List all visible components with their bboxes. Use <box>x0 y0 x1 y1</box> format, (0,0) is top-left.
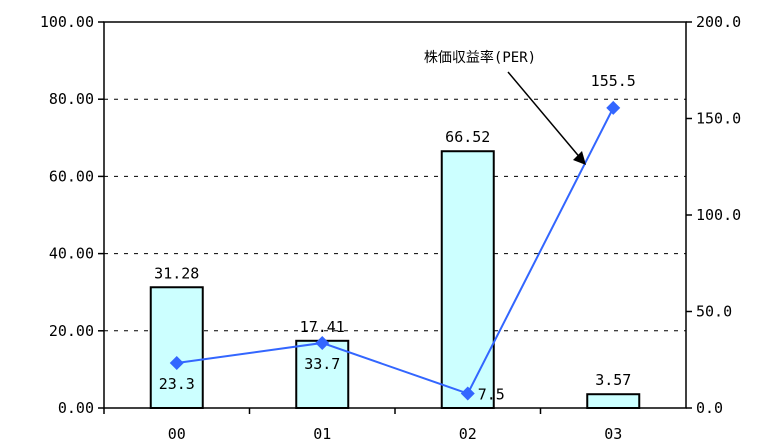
line-point <box>606 100 621 115</box>
x-tick-label: 02 <box>459 425 477 443</box>
line-point <box>460 386 475 401</box>
left-axis: 0.00 20.00 40.00 60.00 80.00 100.00 <box>40 13 104 417</box>
left-tick-label: 100.00 <box>40 13 94 31</box>
left-tick-label: 60.00 <box>49 167 94 185</box>
left-tick-label: 40.00 <box>49 245 94 263</box>
right-tick-label: 150.0 <box>696 110 741 128</box>
line-value-label: 33.7 <box>304 355 340 373</box>
bar-series <box>149 150 641 410</box>
bar-value-label: 3.57 <box>595 371 631 389</box>
line-series: 23.3 33.7 7.5 155.5 <box>159 72 636 404</box>
bar <box>295 339 350 409</box>
right-tick-label: 0.0 <box>696 399 723 417</box>
line-path <box>176 107 615 395</box>
left-tick-label: 0.00 <box>58 399 94 417</box>
line-value-label: 155.5 <box>591 72 636 90</box>
annotation-arrow <box>507 71 583 161</box>
x-tick-label: 00 <box>168 425 186 443</box>
annotation-label: 株価収益率(PER) <box>424 49 536 66</box>
bar-value-label: 17.41 <box>300 318 345 336</box>
bar <box>440 150 495 410</box>
left-tick-label: 80.00 <box>49 90 94 108</box>
x-tick-label: 01 <box>313 425 331 443</box>
right-tick-label: 100.0 <box>696 206 741 224</box>
line-point <box>315 335 330 350</box>
annotation: 株価収益率(PER) <box>424 49 586 165</box>
right-axis: 0.0 50.0 100.0 150.0 200.0 <box>686 13 741 417</box>
x-tick-label: 03 <box>604 425 622 443</box>
annotation-arrowhead <box>573 151 586 165</box>
line-point <box>169 356 184 371</box>
left-tick-label: 20.00 <box>49 322 94 340</box>
bar-data-labels: 31.28 17.41 66.52 3.57 <box>154 128 631 389</box>
line-value-label: 23.3 <box>159 375 195 393</box>
bar-value-label: 31.28 <box>154 264 199 282</box>
bar-value-label: 66.52 <box>445 128 490 146</box>
line-value-label: 7.5 <box>478 386 505 404</box>
x-axis: 00 01 02 03 <box>103 408 622 443</box>
right-tick-label: 200.0 <box>696 13 741 31</box>
gridlines <box>104 98 686 332</box>
right-tick-label: 50.0 <box>696 303 732 321</box>
bar <box>586 393 641 409</box>
